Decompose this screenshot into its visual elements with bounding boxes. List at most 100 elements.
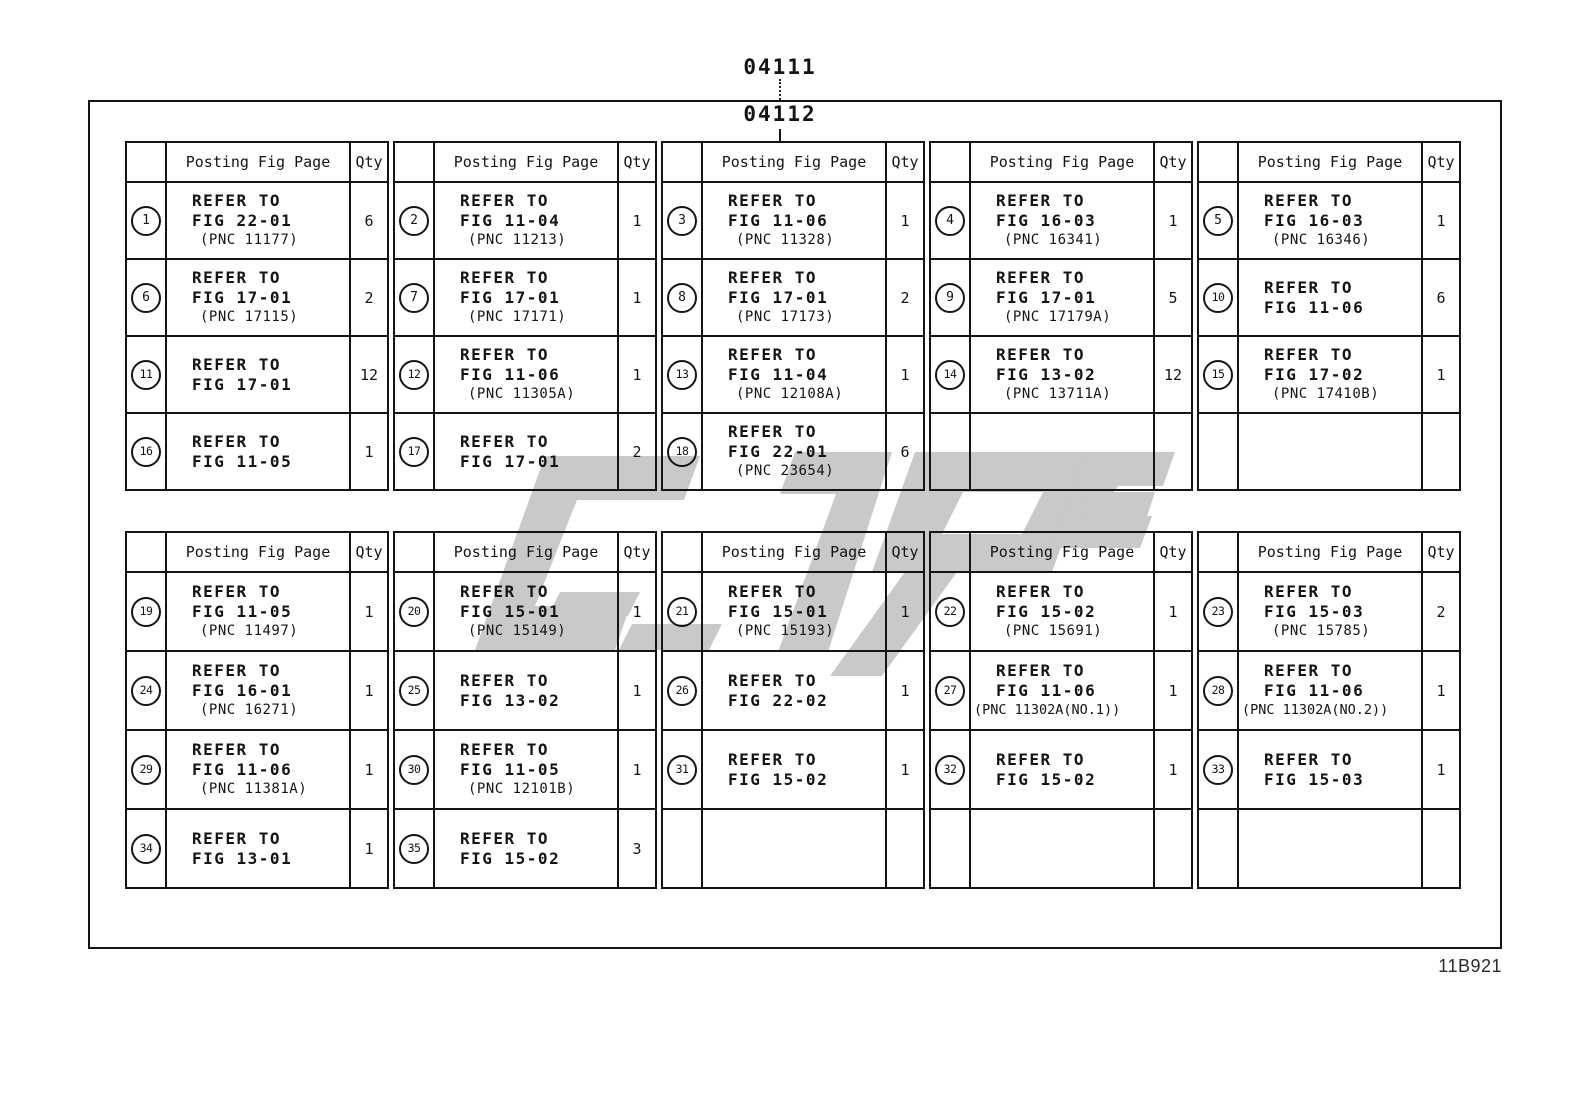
refer-text-block: REFER TO FIG 17-01 (PNC 17179A) xyxy=(971,268,1153,327)
qty-cell: 6 xyxy=(885,412,925,491)
refer-to-label: REFER TO xyxy=(728,422,818,441)
item-number-cell: 27 xyxy=(929,650,971,731)
table-row: 12 REFER TO FIG 11-06 (PNC 11305A) 1 xyxy=(393,335,657,414)
refer-text-block: REFER TO FIG 15-02 (PNC 15691) xyxy=(971,582,1153,641)
item-number-cell: 9 xyxy=(929,258,971,337)
qty-cell: 1 xyxy=(349,571,389,652)
qty-cell: 1 xyxy=(885,571,925,652)
refer-to-label: REFER TO xyxy=(728,191,818,210)
ref-table-group: Posting Fig Page Qty 20 REFER TO FIG 15-01 (P… xyxy=(393,531,657,889)
qty-header: Qty xyxy=(1153,531,1193,573)
fig-ref-label: FIG 15-03 xyxy=(1264,769,1365,789)
table-row: 20 REFER TO FIG 15-01 (PNC 15149) 1 xyxy=(393,571,657,652)
item-number-cell: 31 xyxy=(661,729,703,810)
table-row: 29 REFER TO FIG 11-06 (PNC 11381A) 1 xyxy=(125,729,389,810)
pnc-label: (PNC 15149) xyxy=(468,623,567,639)
circled-item-number: 33 xyxy=(1203,754,1233,785)
refer-text-block: REFER TO FIG 16-03 (PNC 16346) xyxy=(1239,191,1421,250)
item-number-header xyxy=(1197,531,1239,573)
item-number-cell: 5 xyxy=(1197,181,1239,260)
item-number-cell: 29 xyxy=(125,729,167,810)
table-row: 7 REFER TO FIG 17-01 (PNC 17171) 1 xyxy=(393,258,657,337)
circled-item-number: 6 xyxy=(131,282,161,313)
item-number-header xyxy=(393,141,435,183)
table-row xyxy=(661,808,925,889)
fig-ref-label: FIG 22-02 xyxy=(728,690,829,710)
qty-header: Qty xyxy=(617,531,657,573)
table-row: 13 REFER TO FIG 11-04 (PNC 12108A) 1 xyxy=(661,335,925,414)
pnc-label: (PNC 17173) xyxy=(736,309,835,325)
circled-item-number: 12 xyxy=(399,359,429,390)
header-row: Posting Fig Page Qty xyxy=(393,531,657,573)
refer-text-block: REFER TO FIG 11-06 (PNC 11302A(NO.1)) xyxy=(971,661,1153,720)
posting-fig-cell: REFER TO FIG 11-06 xyxy=(1237,258,1423,337)
qty-cell xyxy=(1153,412,1193,491)
table-row: 1 REFER TO FIG 22-01 (PNC 11177) 6 xyxy=(125,181,389,260)
qty-cell: 1 xyxy=(1421,650,1461,731)
refer-text-block: REFER TO FIG 22-02 xyxy=(703,671,885,711)
table-row xyxy=(1197,808,1461,889)
qty-cell: 1 xyxy=(1153,650,1193,731)
circled-item-number: 26 xyxy=(667,675,697,706)
refer-text-block: REFER TO FIG 11-06 (PNC 11302A(NO.2)) xyxy=(1239,661,1421,720)
posting-fig-cell xyxy=(969,808,1155,889)
refer-text-block: REFER TO FIG 11-06 (PNC 11305A) xyxy=(435,345,617,404)
fig-ref-label: FIG 15-02 xyxy=(996,769,1097,789)
fig-ref-label: FIG 11-05 xyxy=(192,602,293,621)
fig-ref-label: FIG 13-02 xyxy=(460,690,561,710)
refer-text-block: REFER TO FIG 11-05 (PNC 12101B) xyxy=(435,740,617,799)
table-row: 28 REFER TO FIG 11-06 (PNC 11302A(NO.2)) 1 xyxy=(1197,650,1461,731)
refer-to-label: REFER TO xyxy=(460,828,550,848)
qty-cell: 5 xyxy=(1153,258,1193,337)
item-number-header xyxy=(125,531,167,573)
refer-text-block: REFER TO FIG 11-06 (PNC 11328) xyxy=(703,191,885,250)
refer-to-label: REFER TO xyxy=(192,431,282,451)
refer-to-label: REFER TO xyxy=(1264,661,1354,680)
posting-fig-header: Posting Fig Page xyxy=(433,141,619,183)
item-number-cell: 14 xyxy=(929,335,971,414)
refer-text-block: REFER TO FIG 13-01 xyxy=(167,829,349,869)
posting-fig-cell: REFER TO FIG 22-01 (PNC 11177) xyxy=(165,181,351,260)
table-row: 5 REFER TO FIG 16-03 (PNC 16346) 1 xyxy=(1197,181,1461,260)
circled-item-number: 22 xyxy=(935,596,965,627)
table-row: 8 REFER TO FIG 17-01 (PNC 17173) 2 xyxy=(661,258,925,337)
posting-fig-cell: REFER TO FIG 15-02 (PNC 15691) xyxy=(969,571,1155,652)
qty-cell: 1 xyxy=(617,729,657,810)
qty-cell: 12 xyxy=(349,335,389,414)
qty-header: Qty xyxy=(1153,141,1193,183)
qty-cell: 1 xyxy=(885,729,925,810)
table-row: 11 REFER TO FIG 17-01 12 xyxy=(125,335,389,414)
refer-text-block: REFER TO FIG 11-06 xyxy=(1239,278,1421,318)
qty-header: Qty xyxy=(1421,531,1461,573)
item-number-cell: 12 xyxy=(393,335,435,414)
fig-ref-label: FIG 16-03 xyxy=(1264,211,1365,230)
table-row: 25 REFER TO FIG 13-02 1 xyxy=(393,650,657,731)
circled-item-number: 24 xyxy=(131,675,161,706)
refer-to-label: REFER TO xyxy=(460,191,550,210)
refer-to-label: REFER TO xyxy=(996,582,1086,601)
item-number-cell: 1 xyxy=(125,181,167,260)
header-row: Posting Fig Page Qty xyxy=(1197,141,1461,183)
refer-to-label: REFER TO xyxy=(192,354,282,374)
pnc-label: (PNC 17115) xyxy=(200,309,299,325)
posting-fig-cell: REFER TO FIG 11-06 (PNC 11302A(NO.1)) xyxy=(969,650,1155,731)
qty-cell: 2 xyxy=(885,258,925,337)
refer-to-label: REFER TO xyxy=(192,582,282,601)
posting-fig-cell: REFER TO FIG 22-01 (PNC 23654) xyxy=(701,412,887,491)
refer-text-block: REFER TO FIG 15-02 xyxy=(703,750,885,790)
posting-fig-cell: REFER TO FIG 13-02 (PNC 13711A) xyxy=(969,335,1155,414)
posting-fig-table-lower: Posting Fig Page Qty 19 REFER TO FIG 11-05 (P… xyxy=(125,531,1461,889)
fig-ref-label: FIG 15-02 xyxy=(728,769,829,789)
fig-ref-label: FIG 11-06 xyxy=(192,760,293,779)
pnc-label: (PNC 16341) xyxy=(1004,232,1103,248)
fig-ref-label: FIG 17-01 xyxy=(192,288,293,307)
qty-cell: 6 xyxy=(1421,258,1461,337)
posting-fig-header: Posting Fig Page xyxy=(1237,141,1423,183)
refer-to-label: REFER TO xyxy=(192,740,282,759)
item-number-cell: 6 xyxy=(125,258,167,337)
circled-item-number: 20 xyxy=(399,596,429,627)
fig-ref-label: FIG 15-02 xyxy=(460,848,561,868)
header-row: Posting Fig Page Qty xyxy=(929,141,1193,183)
item-number-header xyxy=(661,531,703,573)
posting-fig-cell: REFER TO FIG 11-06 (PNC 11328) xyxy=(701,181,887,260)
